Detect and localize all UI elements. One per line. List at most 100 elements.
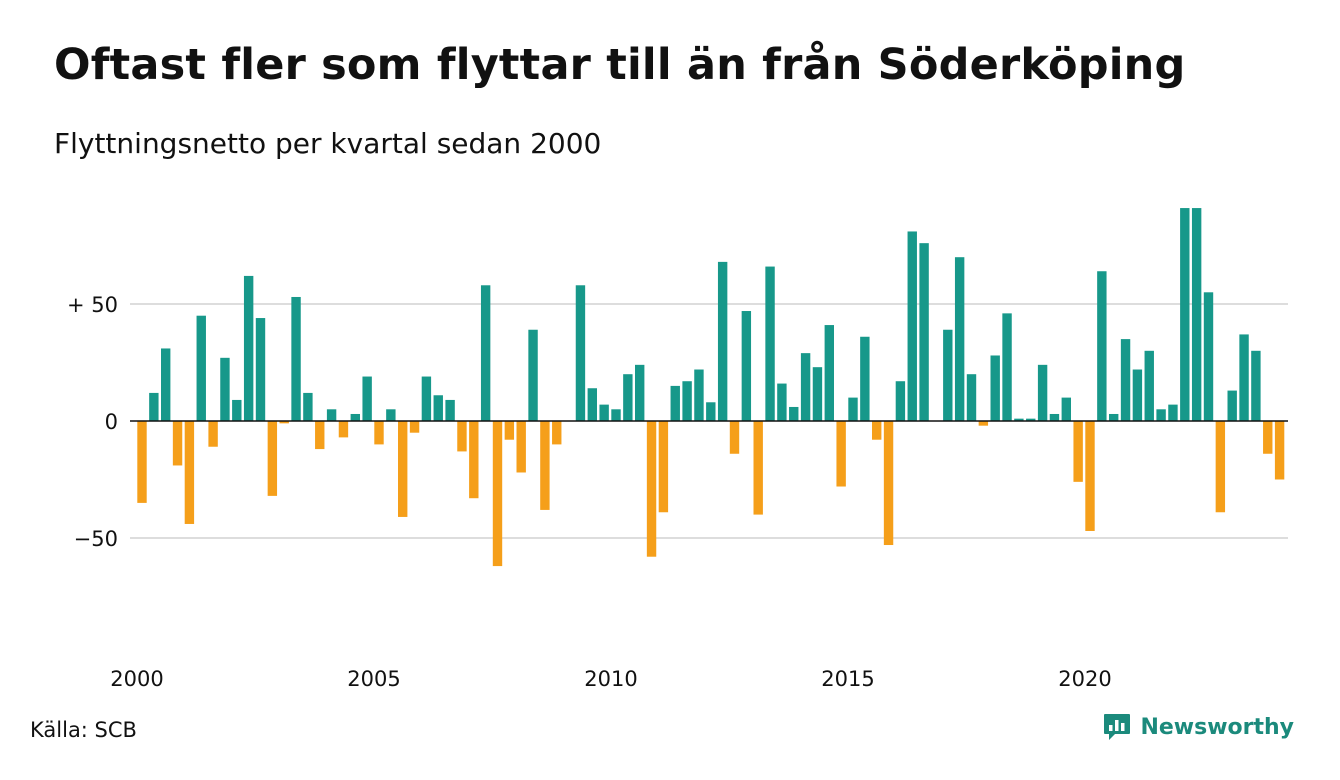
bar bbox=[599, 404, 609, 421]
x-tick-label: 2005 bbox=[347, 667, 400, 691]
bar bbox=[303, 392, 313, 421]
bar bbox=[552, 421, 562, 445]
bar bbox=[255, 318, 266, 421]
bar bbox=[315, 421, 325, 450]
bar bbox=[232, 399, 242, 421]
bar bbox=[1061, 397, 1071, 421]
bar bbox=[1274, 421, 1285, 480]
bar bbox=[149, 392, 159, 421]
bar bbox=[516, 421, 526, 473]
bar bbox=[398, 421, 408, 517]
bar bbox=[469, 421, 479, 499]
bar bbox=[765, 266, 775, 421]
x-tick-label: 2015 bbox=[821, 667, 874, 691]
bar bbox=[492, 421, 503, 567]
y-tick-label: + 50 bbox=[67, 293, 118, 317]
newsworthy-logo-icon bbox=[1104, 714, 1131, 740]
bar bbox=[196, 315, 206, 421]
bar bbox=[883, 421, 894, 546]
bar bbox=[1097, 271, 1107, 421]
bar bbox=[824, 325, 834, 421]
bar bbox=[1168, 404, 1178, 421]
y-tick-label: −50 bbox=[74, 527, 118, 551]
bar bbox=[611, 409, 621, 421]
bar bbox=[1002, 313, 1012, 421]
bar bbox=[480, 285, 491, 421]
bar bbox=[1049, 413, 1060, 421]
bar bbox=[1026, 418, 1036, 421]
bar bbox=[421, 376, 432, 421]
bar bbox=[433, 395, 443, 421]
bar bbox=[777, 383, 787, 421]
brand-logo[interactable]: Newsworthy bbox=[1102, 712, 1294, 742]
bar bbox=[978, 421, 989, 426]
bar bbox=[860, 336, 870, 421]
y-axis-labels: + 50 0 −50 bbox=[67, 293, 118, 551]
bar bbox=[137, 421, 147, 503]
bar bbox=[184, 421, 195, 524]
bar bbox=[326, 409, 337, 421]
x-tick-label: 2000 bbox=[110, 667, 163, 691]
bar bbox=[682, 381, 692, 421]
bar bbox=[895, 381, 906, 421]
bar bbox=[575, 285, 586, 421]
x-tick-label: 2010 bbox=[584, 667, 637, 691]
bar bbox=[990, 355, 1000, 421]
bar bbox=[812, 367, 823, 421]
bar bbox=[243, 275, 254, 421]
bar bbox=[1037, 364, 1048, 421]
bar bbox=[966, 374, 977, 421]
bar bbox=[848, 397, 858, 421]
bar bbox=[409, 421, 420, 433]
bar bbox=[220, 357, 230, 421]
bar bbox=[943, 329, 953, 421]
bar bbox=[919, 243, 929, 421]
bar bbox=[1014, 418, 1024, 421]
bar bbox=[1144, 350, 1154, 421]
bar bbox=[386, 409, 396, 421]
bar bbox=[528, 329, 538, 421]
bar bbox=[208, 421, 218, 447]
bar bbox=[1203, 292, 1214, 421]
bar bbox=[1109, 413, 1119, 421]
bar bbox=[836, 421, 846, 487]
bar bbox=[954, 257, 965, 421]
bar bbox=[717, 261, 728, 421]
bar bbox=[291, 296, 301, 421]
bar bbox=[540, 421, 550, 510]
bar bbox=[1263, 421, 1273, 454]
bar bbox=[457, 421, 467, 452]
bar bbox=[172, 421, 183, 466]
bar bbox=[504, 421, 515, 440]
gridlines bbox=[130, 303, 1288, 539]
brand-name: Newsworthy bbox=[1140, 714, 1294, 740]
bar bbox=[1180, 208, 1190, 421]
bar bbox=[753, 421, 763, 515]
bar bbox=[741, 311, 752, 421]
bar bbox=[338, 421, 349, 438]
bars bbox=[137, 208, 1285, 567]
bar bbox=[350, 413, 360, 421]
chart-title: Oftast fler som flyttar till än från Söd… bbox=[54, 40, 1186, 90]
bar bbox=[694, 369, 704, 421]
bar bbox=[1239, 334, 1249, 421]
bar bbox=[706, 402, 716, 421]
bar bbox=[279, 421, 289, 424]
chart-subtitle: Flyttningsnetto per kvartal sedan 2000 bbox=[54, 127, 602, 160]
bar bbox=[1132, 369, 1143, 421]
bar bbox=[1085, 421, 1095, 531]
bar bbox=[374, 421, 384, 445]
bar bbox=[587, 388, 597, 421]
bar bbox=[161, 348, 171, 421]
bar bbox=[623, 374, 633, 421]
bar bbox=[872, 421, 882, 440]
bar bbox=[267, 421, 278, 496]
bar bbox=[789, 406, 799, 421]
bar bbox=[800, 353, 811, 421]
bar bbox=[1156, 409, 1166, 421]
bar bbox=[1227, 390, 1237, 421]
bar bbox=[362, 376, 372, 421]
bar bbox=[729, 421, 740, 454]
y-tick-label: 0 bbox=[105, 410, 118, 434]
bar bbox=[635, 364, 645, 421]
